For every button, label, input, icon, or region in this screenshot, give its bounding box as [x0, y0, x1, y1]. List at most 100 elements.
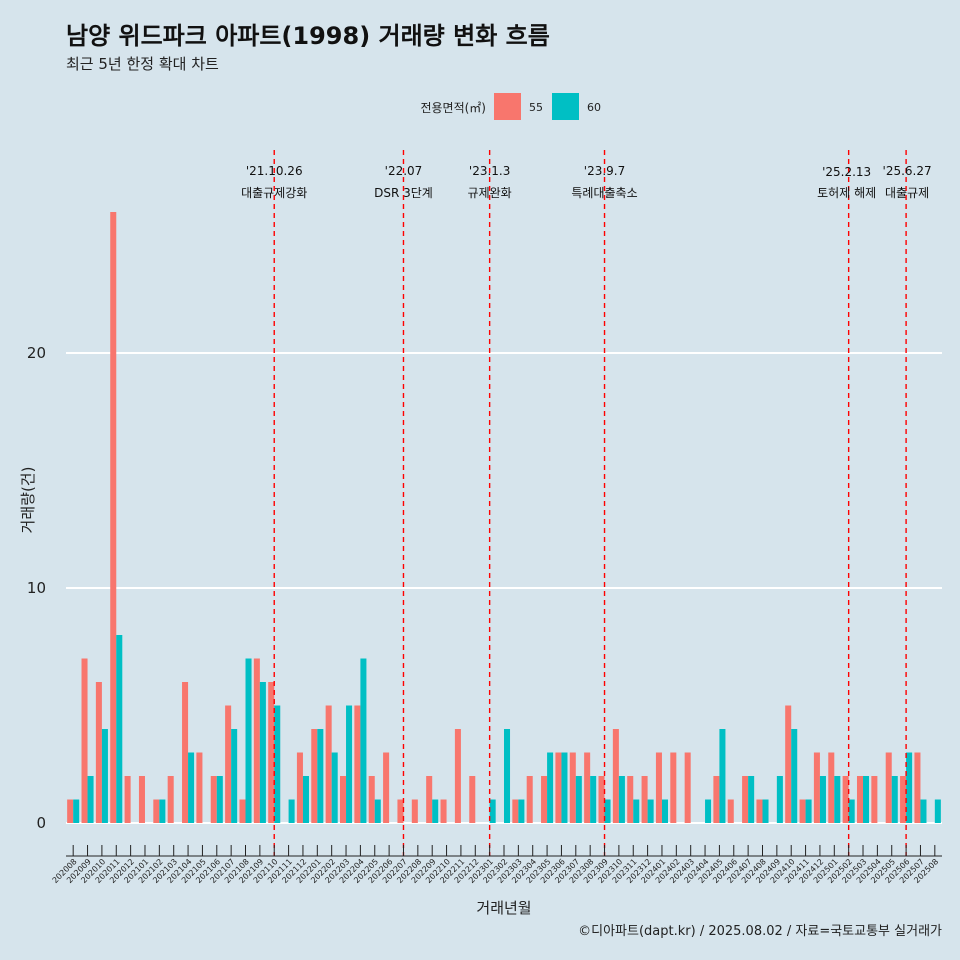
bar-55-202106: [210, 776, 217, 823]
event-label: 토허제 해제: [817, 186, 876, 200]
bar-55-202309: [598, 776, 605, 823]
bar-55-202208: [411, 799, 418, 823]
bar-55-202110: [268, 682, 275, 823]
bar-55-202107: [225, 705, 232, 823]
bar-60-202112: [302, 776, 309, 823]
bar-55-202202: [325, 705, 332, 823]
legend: 전용면적(㎡) 55 60: [420, 93, 601, 120]
y-tick-label: 20: [27, 344, 46, 362]
bar-55-202310: [612, 729, 619, 823]
bar-55-202112: [296, 752, 303, 823]
bar-60-202201: [317, 729, 324, 823]
event-label: 대출규제: [885, 186, 929, 200]
bar-55-202012: [124, 776, 131, 823]
bar-60-202111: [288, 799, 295, 823]
bar-55-202311: [627, 776, 634, 823]
bar-60-202506: [906, 752, 913, 823]
bar-60-202008: [73, 799, 80, 823]
y-axis-title: 거래량(건): [19, 467, 37, 534]
event-date: '23.1.3: [469, 164, 510, 178]
legend-label-60: 60: [587, 101, 601, 114]
event-date: '22.07: [385, 164, 423, 178]
bar-55-202405: [713, 776, 720, 823]
bar-60-202203: [346, 705, 353, 823]
bar-55-202506: [900, 776, 907, 823]
bar-60-202310: [618, 776, 625, 823]
bar-60-202104: [188, 752, 195, 823]
event-date: '25.2.13: [822, 165, 871, 179]
chart-subtitle: 최근 5년 한정 확대 차트: [66, 55, 219, 73]
event-label: DSR 3단계: [374, 186, 433, 200]
event-date: '23.9.7: [584, 164, 625, 178]
bar-60-202505: [891, 776, 898, 823]
bar-55-202503: [856, 776, 864, 823]
event-markers: '21.10.26 대출규제강화 '22.07 DSR 3단계 '23.1.3 규제완화 '…: [241, 150, 932, 856]
bar-60-202204: [360, 658, 367, 823]
bar-60-202107: [231, 729, 238, 823]
bar-55-202010: [95, 682, 102, 823]
bar-55-202408: [756, 799, 763, 823]
bar-55-202412: [813, 752, 820, 823]
bar-60-202010: [101, 729, 108, 823]
bar-55-202406: [727, 799, 734, 823]
bar-55-202008: [67, 799, 74, 823]
bar-55-202203: [340, 776, 347, 823]
bar-55-202312: [641, 776, 648, 823]
bar-60-202303: [518, 799, 525, 823]
bar-60-202110: [274, 705, 281, 823]
bar-marks: [67, 212, 941, 823]
bar-55-202402: [670, 752, 677, 823]
legend-swatch-60: [552, 93, 579, 120]
bar-55-202206: [383, 752, 390, 823]
bar-60-202102: [159, 799, 166, 823]
bar-55-202108: [239, 799, 246, 823]
chart-title: 남양 위드파크 아파트(1998) 거래량 변화 흐름: [66, 22, 550, 50]
bar-60-202011: [116, 635, 123, 823]
bar-55-202212: [469, 776, 476, 823]
bar-60-202312: [647, 799, 654, 823]
bar-60-202309: [604, 799, 611, 823]
bar-60-202301: [489, 799, 496, 823]
x-axis: 2020082020092020102020112020122021012021…: [51, 845, 942, 885]
bar-55-202011: [110, 212, 117, 823]
bar-60-202109: [259, 682, 266, 823]
bar-60-202507: [920, 799, 927, 823]
bar-55-202308: [584, 752, 591, 823]
bar-60-202408: [762, 799, 769, 823]
bar-55-202305: [541, 776, 548, 823]
bar-60-202501: [834, 776, 841, 823]
bar-55-202101: [138, 776, 145, 823]
bar-55-202105: [196, 752, 203, 823]
bar-55-202009: [81, 658, 88, 823]
event-label: 대출규제강화: [241, 186, 307, 200]
bar-55-202505: [885, 752, 892, 823]
bar-60-202302: [504, 729, 511, 823]
bar-60-202106: [216, 776, 223, 823]
bar-60-202205: [374, 799, 381, 823]
bar-60-202307: [575, 776, 582, 823]
bar-55-202306: [555, 752, 562, 823]
bar-55-202103: [167, 776, 174, 823]
event-label: 특례대출축소: [571, 186, 637, 200]
bar-55-202403: [684, 752, 691, 823]
bar-55-202307: [569, 752, 576, 823]
y-axis-ticks: 0 10 20: [27, 344, 46, 832]
bar-55-202109: [253, 658, 260, 823]
bar-60-202209: [432, 799, 439, 823]
legend-label-55: 55: [529, 101, 543, 114]
event-date: '25.6.27: [883, 164, 932, 178]
event-label: 규제완화: [468, 186, 512, 200]
bar-55-202102: [153, 799, 160, 823]
bar-55-202211: [454, 729, 461, 823]
bar-55-202204: [354, 705, 361, 823]
bar-55-202507: [914, 752, 921, 823]
bar-60-202405: [719, 729, 726, 823]
bar-55-202207: [397, 799, 404, 823]
bar-60-202308: [590, 776, 597, 823]
bar-55-202501: [828, 752, 835, 823]
bar-55-202411: [799, 799, 806, 823]
chart-caption: ©디아파트(dapt.kr) / 2025.08.02 / 자료=국토교통부 실…: [578, 924, 942, 939]
bar-60-202411: [805, 799, 812, 823]
bar-55-202410: [785, 705, 792, 823]
